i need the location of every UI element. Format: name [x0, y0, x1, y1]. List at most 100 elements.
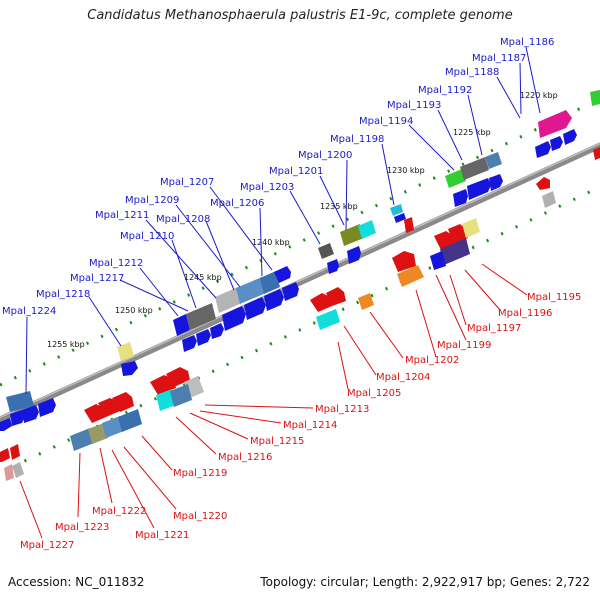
- gene-reverse[interactable]: [430, 251, 446, 270]
- gene-forward[interactable]: [453, 189, 468, 207]
- gene-reverse[interactable]: [10, 444, 20, 460]
- gene-label-mpal-1215[interactable]: Mpal_1215: [250, 436, 304, 447]
- gene-label-mpal-1188[interactable]: Mpal_1188: [445, 67, 499, 78]
- gene-forward[interactable]: [215, 287, 242, 313]
- gene-forward[interactable]: [347, 246, 361, 264]
- gene-forward[interactable]: [282, 282, 299, 301]
- gene-label-mpal-1223[interactable]: Mpal_1223: [55, 522, 109, 533]
- gene-reverse[interactable]: [170, 384, 192, 407]
- gene-reverse[interactable]: [358, 293, 374, 310]
- gene-label-mpal-1201[interactable]: Mpal_1201: [269, 166, 323, 177]
- gene-forward[interactable]: [593, 147, 600, 160]
- gene-label-mpal-1193[interactable]: Mpal_1193: [387, 100, 441, 111]
- gene-label-mpal-1203[interactable]: Mpal_1203: [240, 182, 294, 193]
- gene-label-mpal-1210[interactable]: Mpal_1210: [120, 231, 174, 242]
- gene-forward[interactable]: [222, 306, 246, 331]
- gene-forward[interactable]: [10, 410, 25, 426]
- gene-label-mpal-1200[interactable]: Mpal_1200: [298, 150, 352, 161]
- gene-forward[interactable]: [535, 141, 551, 158]
- gene-label-mpal-1195[interactable]: Mpal_1195: [527, 292, 581, 303]
- gene-forward[interactable]: [467, 178, 491, 200]
- gene-label-mpal-1224[interactable]: Mpal_1224: [2, 306, 56, 317]
- gene-forward[interactable]: [210, 323, 224, 339]
- gene-reverse[interactable]: [462, 218, 480, 238]
- gene-forward[interactable]: [327, 259, 339, 274]
- gene-forward[interactable]: [394, 213, 406, 223]
- gene-reverse[interactable]: [392, 251, 416, 272]
- gene-reverse[interactable]: [4, 464, 14, 481]
- gene-reverse[interactable]: [84, 404, 106, 423]
- gene-forward[interactable]: [274, 266, 291, 283]
- gene-forward[interactable]: [196, 329, 211, 346]
- gene-label-mpal-1207[interactable]: Mpal_1207: [160, 177, 214, 188]
- gene-forward[interactable]: [318, 243, 334, 259]
- gene-reverse[interactable]: [112, 392, 134, 412]
- gene-label-mpal-1216[interactable]: Mpal_1216: [218, 452, 272, 463]
- gene-label-mpal-1199[interactable]: Mpal_1199: [437, 340, 491, 351]
- gene-reverse[interactable]: [0, 448, 10, 462]
- gene-label-mpal-1198[interactable]: Mpal_1198: [330, 134, 384, 145]
- gene-reverse[interactable]: [118, 409, 142, 432]
- gene-reverse[interactable]: [440, 238, 470, 265]
- gene-reverse[interactable]: [326, 287, 346, 306]
- gene-label-mpal-1197[interactable]: Mpal_1197: [467, 323, 521, 334]
- gene-label-mpal-1194[interactable]: Mpal_1194: [359, 116, 413, 127]
- gene-label-mpal-1219[interactable]: Mpal_1219: [173, 468, 227, 479]
- gene-reverse[interactable]: [316, 309, 340, 330]
- gene-label-mpal-1192[interactable]: Mpal_1192: [418, 85, 472, 96]
- gene-forward[interactable]: [563, 129, 577, 145]
- gene-reverse[interactable]: [448, 224, 468, 244]
- gene-forward[interactable]: [236, 277, 266, 304]
- gene-reverse[interactable]: [310, 293, 332, 312]
- gene-forward[interactable]: [186, 303, 216, 330]
- gene-forward[interactable]: [260, 271, 280, 294]
- gene-label-mpal-1202[interactable]: Mpal_1202: [405, 355, 459, 366]
- gene-forward[interactable]: [485, 152, 502, 169]
- gene-label-mpal-1187[interactable]: Mpal_1187: [472, 53, 526, 64]
- gene-forward[interactable]: [22, 405, 39, 423]
- gene-forward[interactable]: [6, 391, 34, 412]
- gene-reverse[interactable]: [542, 191, 556, 208]
- gene-reverse[interactable]: [12, 462, 24, 478]
- gene-label-mpal-1209[interactable]: Mpal_1209: [125, 195, 179, 206]
- gene-reverse[interactable]: [404, 217, 414, 233]
- gene-label-mpal-1211[interactable]: Mpal_1211: [95, 210, 149, 221]
- gene-forward[interactable]: [0, 418, 12, 431]
- gene-forward[interactable]: [117, 342, 134, 361]
- gene-reverse[interactable]: [98, 398, 120, 417]
- gene-forward[interactable]: [358, 220, 376, 239]
- gene-forward[interactable]: [340, 224, 364, 246]
- gene-label-mpal-1206[interactable]: Mpal_1206: [210, 198, 264, 209]
- gene-forward[interactable]: [590, 90, 600, 106]
- gene-label-mpal-1222[interactable]: Mpal_1222: [92, 506, 146, 517]
- gene-reverse[interactable]: [397, 265, 424, 287]
- gene-label-mpal-1186[interactable]: Mpal_1186: [500, 37, 554, 48]
- gene-forward[interactable]: [390, 204, 403, 216]
- gene-forward[interactable]: [550, 136, 563, 151]
- gene-label-mpal-1220[interactable]: Mpal_1220: [173, 511, 227, 522]
- gene-forward[interactable]: [264, 289, 284, 311]
- gene-forward[interactable]: [445, 169, 466, 188]
- gene-label-mpal-1204[interactable]: Mpal_1204: [376, 372, 430, 383]
- gene-reverse[interactable]: [536, 177, 550, 190]
- gene-label-mpal-1212[interactable]: Mpal_1212: [89, 258, 143, 269]
- gene-label-mpal-1214[interactable]: Mpal_1214: [283, 420, 337, 431]
- gene-label-mpal-1208[interactable]: Mpal_1208: [156, 214, 210, 225]
- gene-forward[interactable]: [121, 361, 138, 376]
- gene-forward[interactable]: [244, 297, 266, 320]
- gene-forward[interactable]: [38, 398, 56, 417]
- gene-reverse[interactable]: [88, 423, 108, 444]
- gene-reverse[interactable]: [70, 428, 94, 451]
- gene-forward[interactable]: [538, 110, 572, 138]
- gene-label-mpal-1218[interactable]: Mpal_1218: [36, 289, 90, 300]
- gene-label-mpal-1217[interactable]: Mpal_1217: [70, 273, 124, 284]
- gene-reverse[interactable]: [102, 416, 124, 438]
- gene-label-mpal-1196[interactable]: Mpal_1196: [498, 308, 552, 319]
- gene-forward[interactable]: [460, 157, 489, 180]
- gene-forward[interactable]: [489, 174, 503, 191]
- gene-label-mpal-1205[interactable]: Mpal_1205: [347, 388, 401, 399]
- gene-label-mpal-1227[interactable]: Mpal_1227: [20, 540, 74, 551]
- gene-forward[interactable]: [173, 314, 190, 336]
- gene-label-mpal-1221[interactable]: Mpal_1221: [135, 530, 189, 541]
- gene-forward[interactable]: [182, 335, 197, 352]
